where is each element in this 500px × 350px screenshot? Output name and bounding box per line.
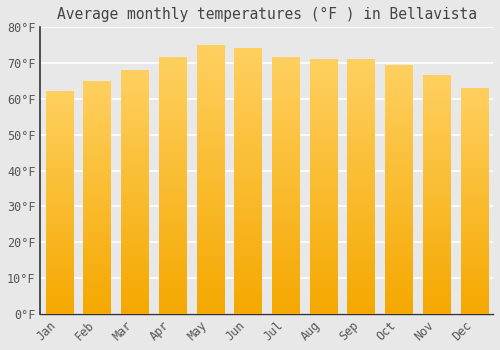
Title: Average monthly temperatures (°F ) in Bellavista: Average monthly temperatures (°F ) in Be… <box>56 7 476 22</box>
